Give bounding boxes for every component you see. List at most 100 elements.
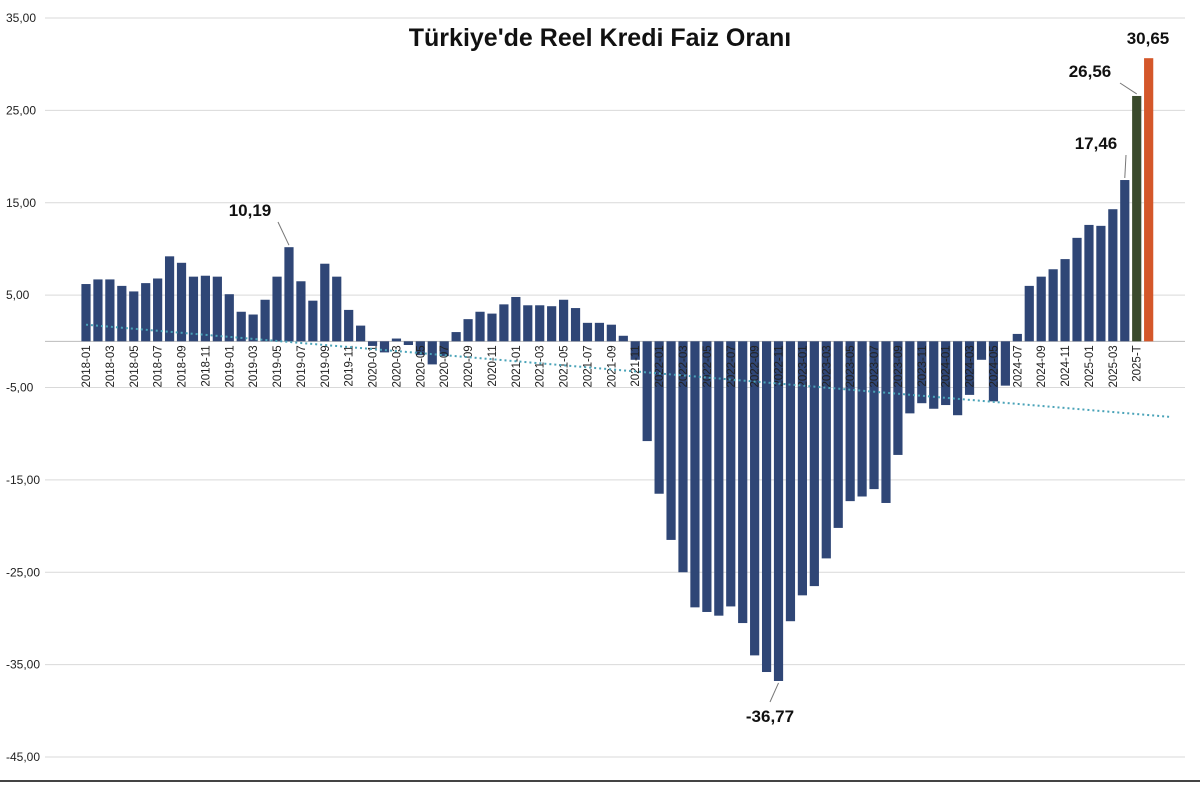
bar	[164, 256, 175, 342]
x-tick-label: 2019-09	[320, 345, 332, 387]
x-tick-label: 2023-05	[845, 345, 857, 387]
bar	[511, 296, 521, 342]
bar	[236, 311, 246, 342]
bar	[1072, 237, 1082, 342]
bar	[917, 341, 927, 404]
bar	[929, 341, 939, 409]
x-tick-label: 2021-01	[511, 345, 523, 387]
bar	[523, 305, 533, 342]
x-tick-label: 2024-03	[965, 345, 977, 387]
bar	[260, 299, 270, 342]
bar	[976, 341, 987, 360]
bar	[129, 291, 139, 342]
bar	[845, 341, 855, 502]
x-tick-label: 2021-09	[606, 345, 618, 387]
bar	[176, 262, 187, 342]
bar	[248, 314, 258, 342]
bar	[379, 341, 390, 353]
x-tick-label: 2020-09	[463, 345, 475, 387]
bar	[212, 276, 222, 342]
x-tick-label: 2021-11	[630, 345, 642, 386]
bar	[857, 341, 867, 497]
bar	[761, 341, 772, 673]
bar	[224, 294, 234, 342]
bar	[618, 335, 628, 342]
bar	[678, 341, 688, 573]
value-label: 30,65	[1127, 29, 1170, 48]
bar	[535, 305, 545, 342]
bar	[773, 341, 784, 681]
x-tick-label: 2020-03	[391, 345, 403, 387]
y-tick-label: -5,00	[6, 381, 34, 395]
x-tick-label: 2018-01	[81, 345, 93, 387]
bar	[750, 341, 760, 656]
bar	[1084, 224, 1094, 342]
x-tick-label: 2020-01	[368, 345, 380, 387]
x-tick-label: 2022-03	[678, 345, 690, 387]
y-tick-label: 5,00	[6, 288, 30, 302]
bar	[666, 341, 676, 540]
bar	[117, 285, 127, 342]
bar	[941, 341, 951, 406]
bar	[1132, 95, 1142, 342]
bar	[797, 341, 807, 596]
bar	[654, 341, 664, 494]
bar	[964, 341, 975, 395]
bar	[606, 324, 616, 342]
x-tick-label: 2018-09	[177, 345, 189, 387]
bar	[391, 338, 402, 342]
x-tick-label: 2022-05	[702, 345, 714, 387]
bar	[403, 341, 413, 346]
x-tick-label: 2021-03	[535, 345, 547, 387]
value-label: 26,56	[1069, 62, 1112, 81]
bar	[1000, 341, 1010, 386]
bar	[1012, 333, 1022, 342]
bar	[630, 341, 640, 360]
bar	[439, 341, 449, 357]
x-tick-label: 2018-07	[153, 345, 165, 387]
bar	[153, 278, 163, 342]
x-tick-label: 2019-01	[224, 345, 236, 387]
x-tick-label: 2019-11	[344, 345, 356, 386]
x-tick-label: 2024-11	[1060, 345, 1072, 386]
x-tick-label: 2022-01	[654, 345, 666, 387]
bar	[141, 283, 151, 342]
leader-line	[277, 221, 290, 246]
bar	[893, 341, 903, 455]
leader-line	[1119, 82, 1137, 95]
bar	[1036, 276, 1046, 342]
y-tick-label: -45,00	[6, 750, 40, 764]
x-tick-label: 2020-11	[487, 345, 499, 386]
bar	[690, 341, 700, 608]
bar	[344, 309, 354, 342]
bar	[475, 311, 485, 342]
bar	[953, 341, 963, 416]
y-tick-label: 15,00	[6, 196, 36, 210]
bar	[105, 279, 115, 342]
x-tick-label: 2022-07	[726, 345, 738, 387]
bar	[188, 276, 199, 342]
x-tick-label: 2022-09	[750, 345, 762, 387]
bar	[200, 275, 210, 342]
bar	[726, 341, 736, 607]
bar	[272, 276, 282, 342]
value-label: 17,46	[1075, 134, 1118, 153]
bar	[559, 299, 569, 342]
x-tick-label: 2021-05	[559, 345, 571, 387]
bar	[320, 263, 330, 342]
bar	[1096, 225, 1106, 342]
x-tick-label: 2022-11	[774, 345, 786, 386]
y-tick-label: -15,00	[6, 473, 40, 487]
x-tick-label: 2019-03	[248, 345, 260, 387]
bar	[415, 341, 425, 356]
x-tick-label: 2021-07	[582, 345, 594, 387]
x-tick-label: 2024-07	[1012, 345, 1024, 387]
y-tick-label: 35,00	[6, 11, 36, 25]
x-tick-label: 2023-09	[893, 345, 905, 387]
x-tick-label: 2018-05	[129, 345, 141, 387]
bar	[809, 341, 819, 587]
x-tick-label: 2023-11	[917, 345, 929, 386]
bar	[308, 300, 318, 342]
